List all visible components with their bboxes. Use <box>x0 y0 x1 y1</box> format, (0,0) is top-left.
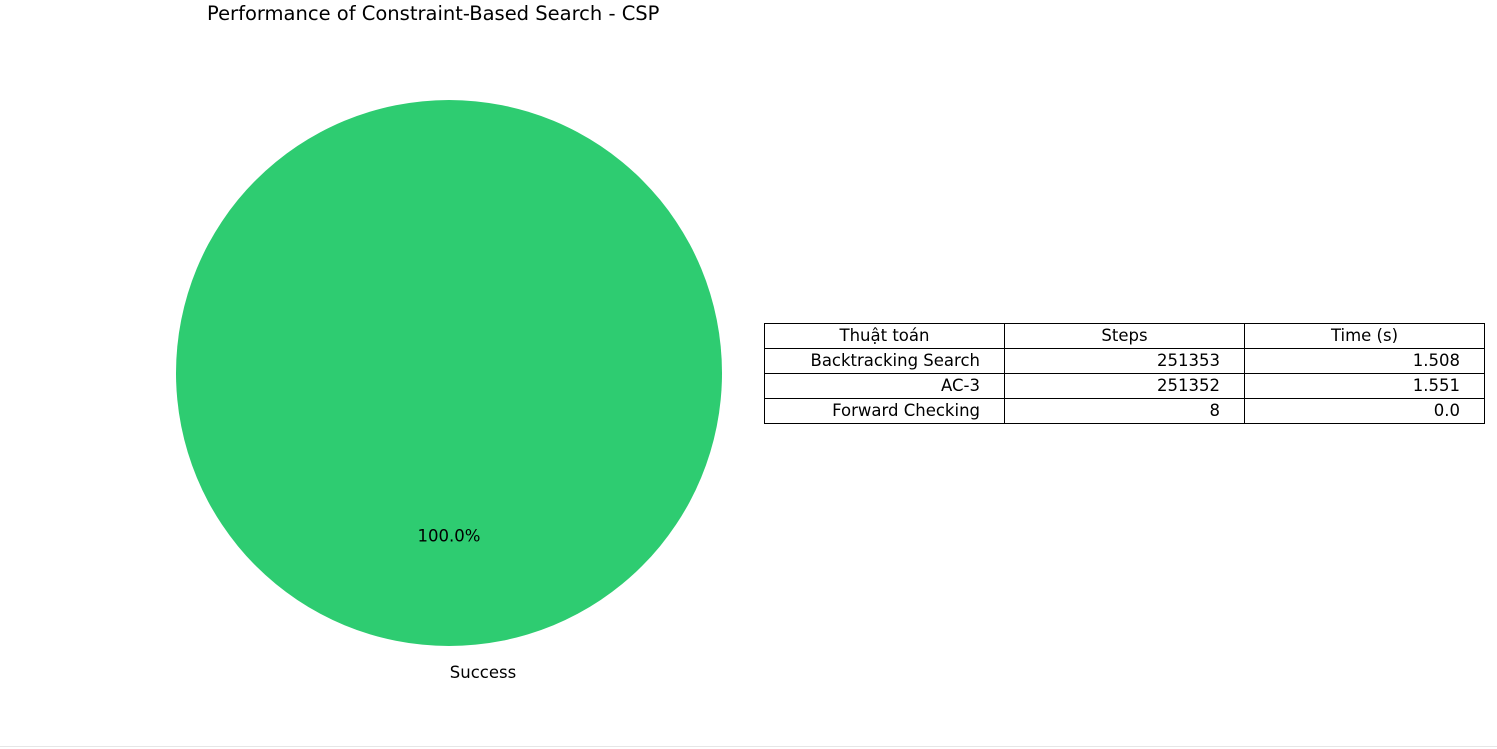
pie-slice-label: Success <box>450 663 516 682</box>
table-row: Backtracking Search 251353 1.508 <box>764 348 1485 374</box>
table-header-time: Time (s) <box>1244 323 1485 349</box>
table-cell-time: 1.508 <box>1244 348 1485 374</box>
table-cell-algorithm: Forward Checking <box>764 398 1005 424</box>
table-cell-steps: 8 <box>1004 398 1245 424</box>
chart-title: Performance of Constraint-Based Search -… <box>207 2 660 25</box>
table-cell-algorithm: AC-3 <box>764 373 1005 399</box>
pie-slice-success <box>176 100 722 646</box>
table-header-row: Thuật toán Steps Time (s) <box>764 323 1485 349</box>
results-table: Thuật toán Steps Time (s) Backtracking S… <box>764 323 1485 424</box>
table-cell-steps: 251352 <box>1004 373 1245 399</box>
table-cell-algorithm: Backtracking Search <box>764 348 1005 374</box>
table-cell-steps: 251353 <box>1004 348 1245 374</box>
table-row: AC-3 251352 1.551 <box>764 373 1485 399</box>
pie-percent-label: 100.0% <box>418 526 481 545</box>
bottom-divider <box>0 746 1497 747</box>
table-cell-time: 1.551 <box>1244 373 1485 399</box>
table-row: Forward Checking 8 0.0 <box>764 398 1485 424</box>
table-header-steps: Steps <box>1004 323 1245 349</box>
table-cell-time: 0.0 <box>1244 398 1485 424</box>
table-header-algorithm: Thuật toán <box>764 323 1005 349</box>
